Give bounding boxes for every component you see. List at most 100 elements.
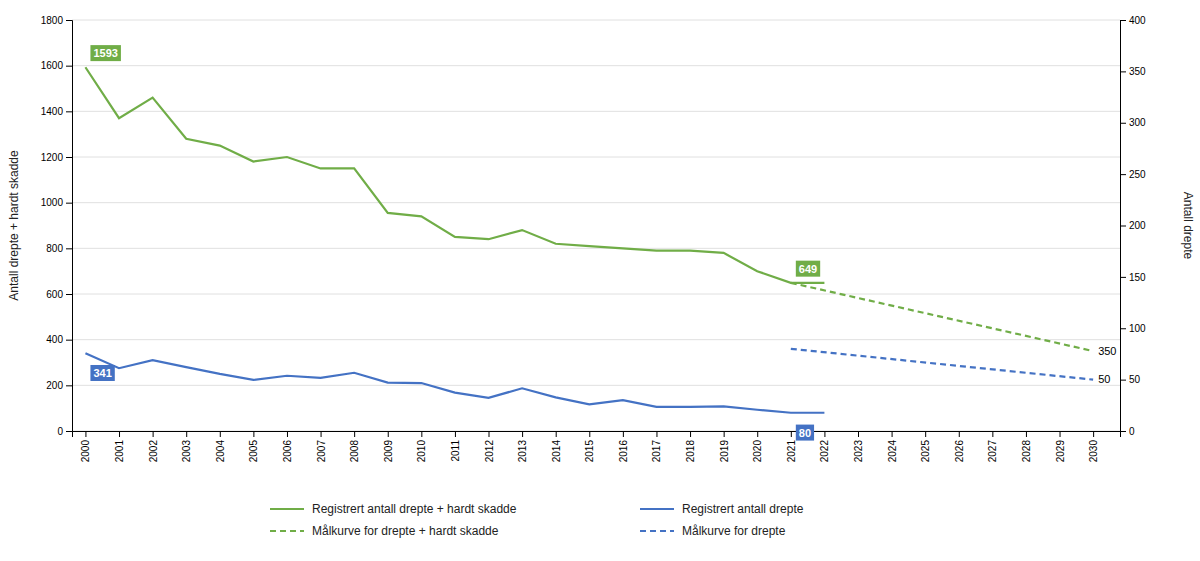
tick: 2002 [148,431,159,462]
grid-line [72,248,1120,249]
annotation: 649 [796,261,820,277]
tick-label: 2023 [853,440,864,463]
tick-mark [858,431,859,437]
grid-line [72,20,1120,21]
tick-label: 2004 [215,440,226,463]
legend-swatch [270,508,304,510]
tick-label: 2025 [920,440,931,463]
grid-line [72,111,1120,112]
tick: 350 [1120,66,1146,77]
tick-mark [186,431,187,437]
tick-mark [66,20,72,21]
tick-label: 2019 [719,440,730,463]
tick-mark [421,431,422,437]
tick-label: 2006 [282,440,293,463]
tick-mark [1120,20,1126,21]
tick-label: 2029 [1055,440,1066,463]
tick: 1000 [41,197,72,208]
tick-mark [66,431,72,432]
tick-label: 2013 [517,440,528,463]
grid-line [72,202,1120,203]
tick-label: 2026 [954,440,965,463]
tick: 50 [1120,374,1141,385]
tick-label: 2008 [349,440,360,463]
legend-label: Målkurve for drepte [682,524,786,538]
tick-mark [489,431,490,437]
tick-label: 2014 [551,440,562,463]
legend-label: Registrert antall drepte + hardt skadde [312,502,517,516]
tick-mark [623,431,624,437]
end-label: 50 [1098,373,1110,385]
tick: 2029 [1055,431,1066,462]
tick-mark [589,431,590,437]
annotation-label: 80 [799,427,811,439]
tick-mark [1120,277,1126,278]
tick-label: 2011 [450,440,461,462]
tick: 2027 [987,431,998,462]
tick-mark [522,431,523,437]
tick: 2004 [215,431,226,462]
tick: 200 [46,380,72,391]
tick: 2021 [786,431,797,462]
tick-label: 2001 [114,440,125,463]
tick: 600 [46,289,72,300]
grid-line [72,294,1120,295]
tick-label: 300 [1129,117,1146,128]
tick-label: 1600 [41,60,64,71]
tick: 250 [1120,169,1146,180]
tick-label: 2010 [416,440,427,463]
legend-label: Målkurve for drepte + hardt skadde [312,524,499,538]
tick-mark [455,431,456,437]
legend-swatch [270,530,304,532]
tick: 200 [1120,220,1146,231]
legend-item: Målkurve for drepte + hardt skadde [270,524,499,538]
annotation: 1593 [90,45,120,61]
annotation-label: 1593 [93,47,117,59]
tick: 2019 [719,431,730,462]
tick-mark [892,431,893,437]
tick: 2007 [316,431,327,462]
tick: 1600 [41,60,72,71]
series-line [791,283,1093,351]
axis-line [73,432,1121,438]
tick: 150 [1120,272,1146,283]
tick-label: 600 [46,289,63,300]
tick: 2030 [1088,431,1099,462]
tick: 0 [57,426,72,437]
tick-mark [388,431,389,437]
tick-mark [556,431,557,437]
tick: 2001 [114,431,125,462]
annotation-box [796,425,814,441]
tick-label: 150 [1129,272,1146,283]
tick-label: 100 [1129,323,1146,334]
tick-label: 1200 [41,152,64,163]
tick-mark [690,431,691,437]
tick-mark [66,340,72,341]
annotation: 80 [796,425,814,441]
tick-mark [1120,431,1126,432]
legend: Registrert antall drepte + hardt skadde M… [270,502,804,538]
y-axis: 020040060080010001200140016001800 [41,15,73,437]
tick-mark [1060,431,1061,437]
tick: 2006 [282,431,293,462]
tick-label: 50 [1129,374,1141,385]
tick: 400 [46,334,72,345]
tick-mark [992,431,993,437]
tick-mark [253,431,254,437]
tick-label: 2000 [80,440,91,463]
tick-mark [656,431,657,437]
chart: 2000200120022003200420052006200720082009… [0,0,1200,561]
tick-label: 0 [57,426,63,437]
tick-mark [757,431,758,437]
grid-line [72,339,1120,340]
tick-label: 200 [1129,220,1146,231]
tick: 2026 [954,431,965,462]
annotation-box [796,261,820,277]
tick-label: 2002 [148,440,159,463]
annotation: 341 [90,365,114,381]
tick-label: 2015 [584,440,595,463]
tick-mark [119,431,120,437]
tick-mark [1120,328,1126,329]
y-axis-title: Antall drepte + hardt skadde [7,150,21,301]
tick: 2011 [450,431,461,462]
